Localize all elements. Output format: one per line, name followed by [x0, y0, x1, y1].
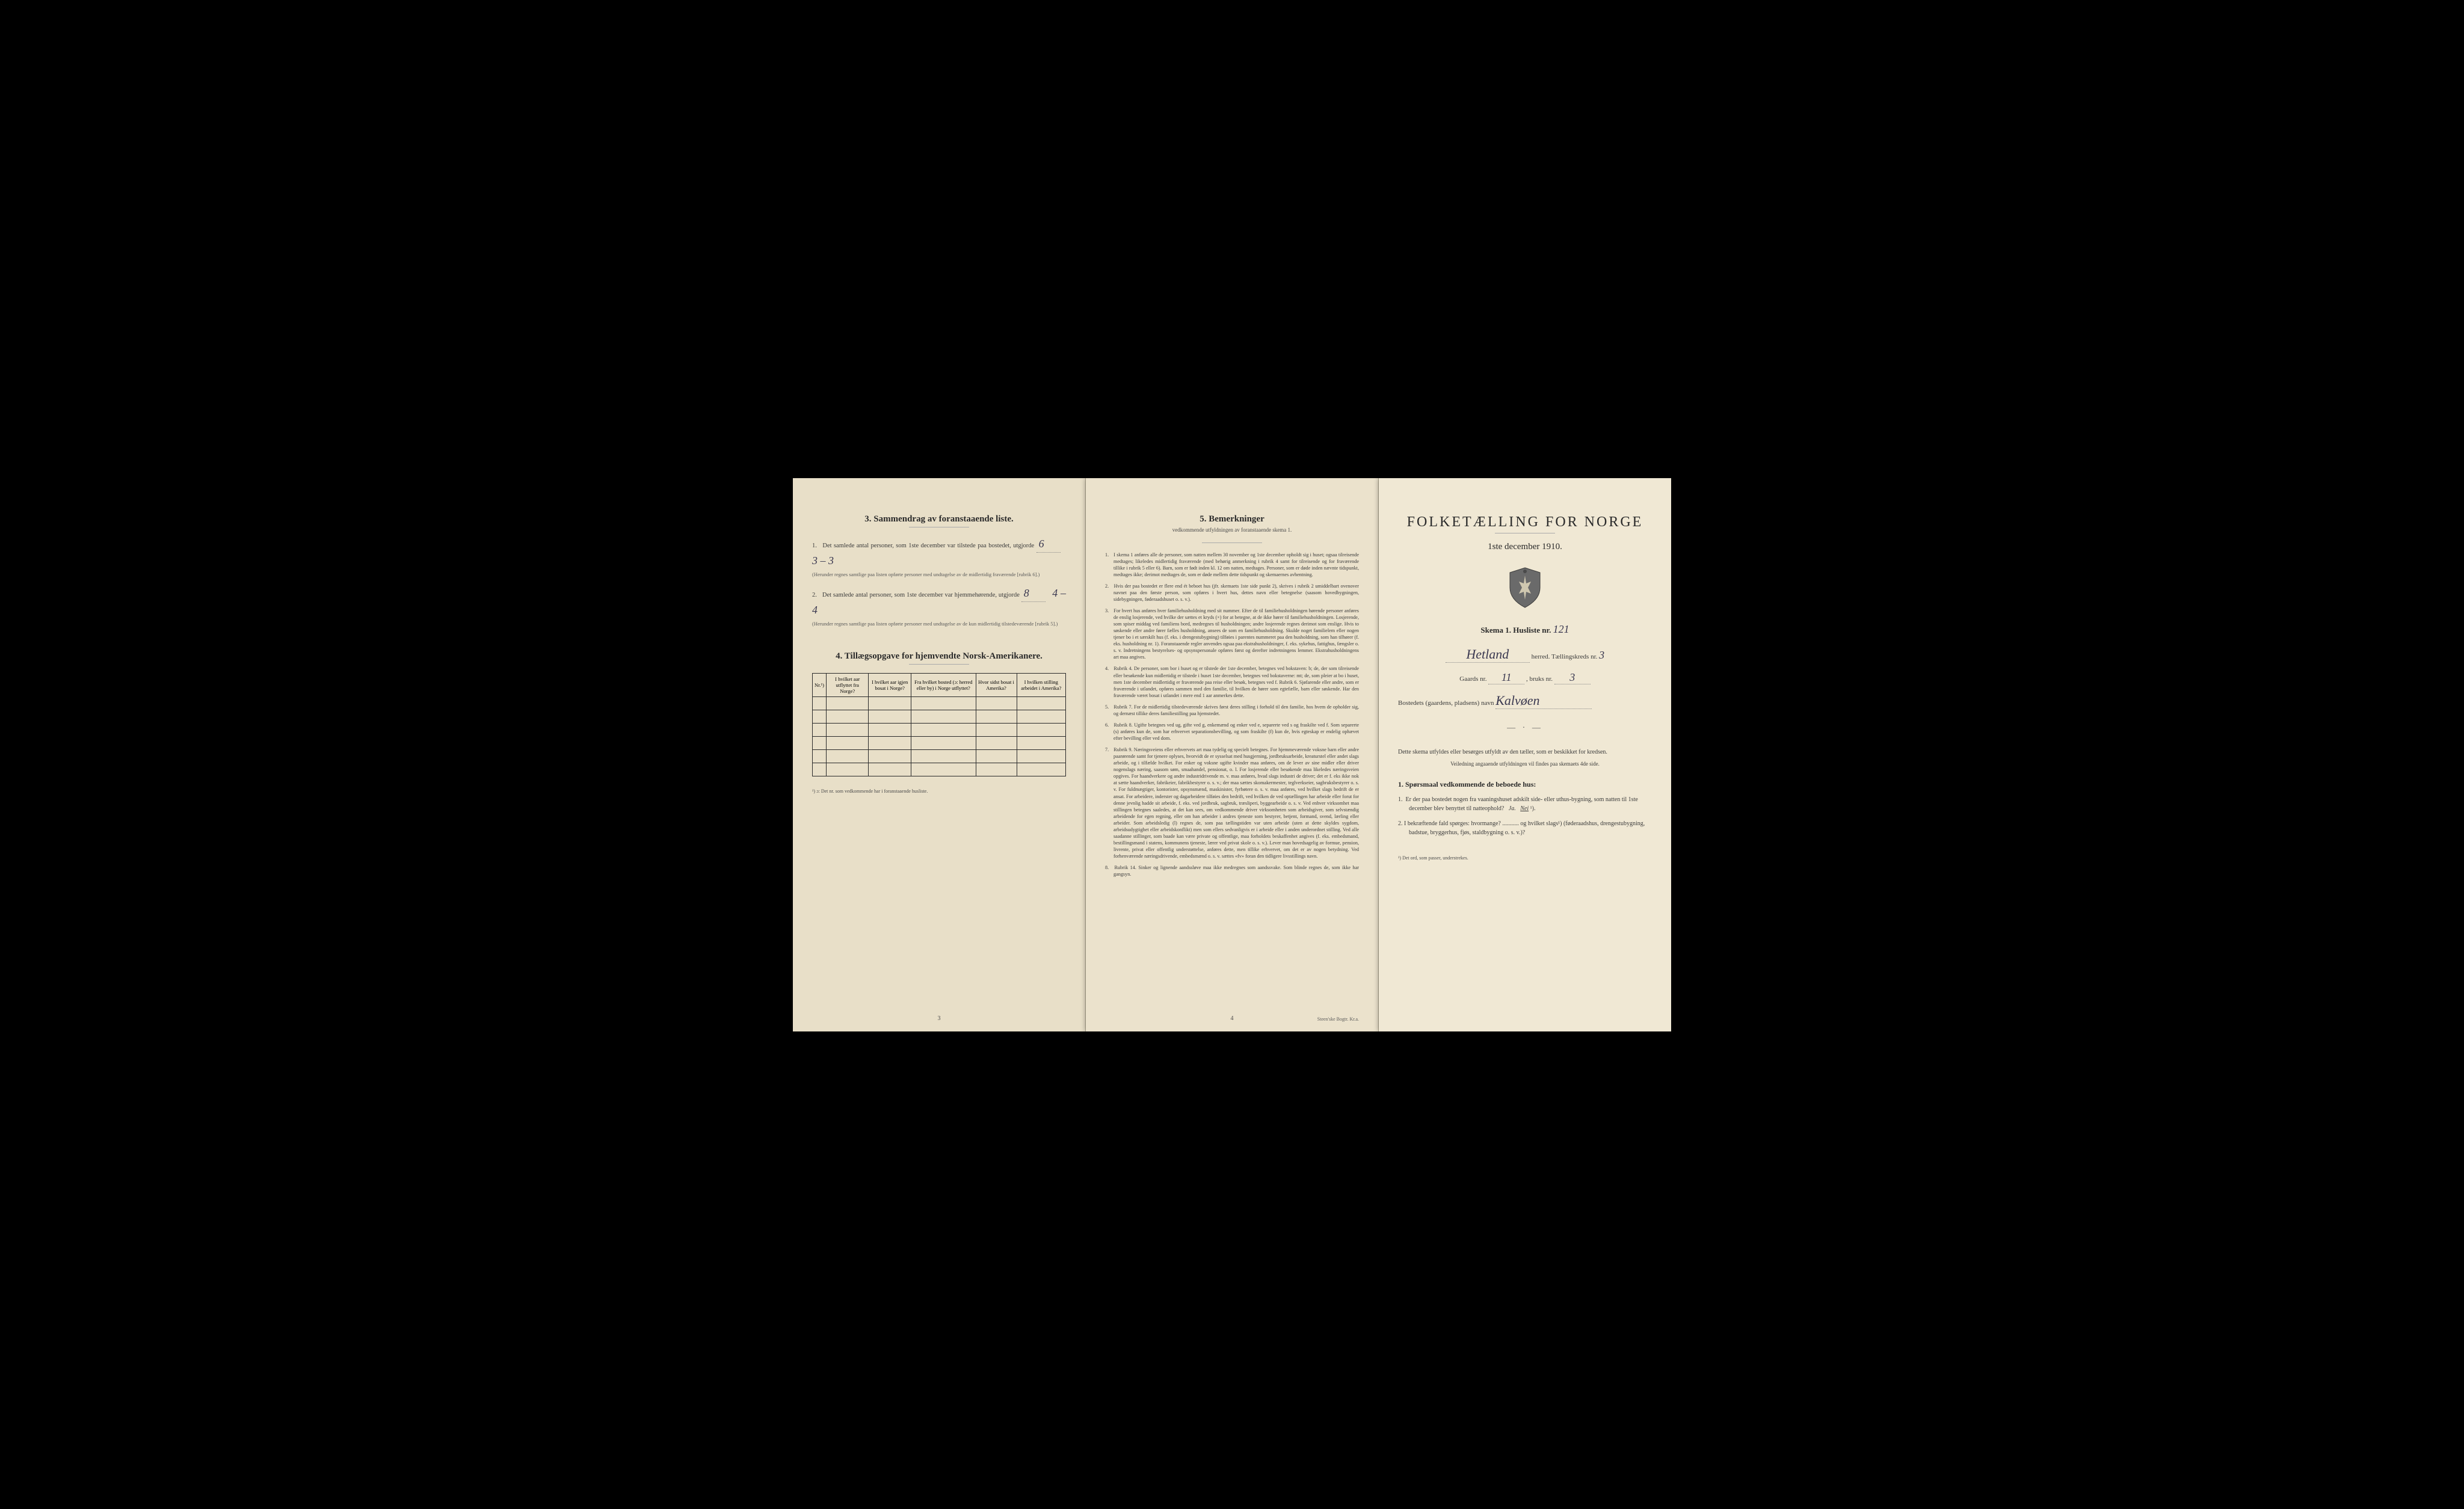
divider: [909, 664, 969, 665]
table-header: I hvilket aar igjen bosat i Norge?: [869, 673, 911, 696]
table-footnote: ¹) ɔ: Det nr. som vedkommende har i fora…: [812, 788, 1066, 794]
item1-value: 6: [1036, 536, 1061, 553]
table-row: [813, 736, 1066, 749]
question-2: 2. I bekræftende fald spørges: hvormange…: [1398, 819, 1652, 837]
herred-value: Hetland: [1446, 647, 1530, 663]
husliste-nr: 121: [1553, 623, 1569, 635]
page-4: 5. Bemerkninger vedkommende utfyldningen…: [1086, 478, 1379, 1031]
amerikaner-table: Nr.¹)I hvilket aar utflyttet fra Norge?I…: [812, 673, 1066, 776]
table-header: I hvilken stilling arbeidet i Amerika?: [1017, 673, 1066, 696]
table-row: [813, 723, 1066, 736]
section-5-subtitle: vedkommende utfyldningen av foranstaaend…: [1105, 527, 1359, 533]
summary-item-2: 2. Det samlede antal personer, som 1ste …: [812, 585, 1066, 627]
remark-item: 1. I skema 1 anføres alle de personer, s…: [1105, 552, 1359, 578]
gaard-nr: 11: [1488, 671, 1524, 684]
remark-item: 4. Rubrik 4. De personer, som bor i huse…: [1105, 665, 1359, 698]
item1-text: Det samlede antal personer, som 1ste dec…: [822, 542, 1034, 549]
table-header: I hvilket aar utflyttet fra Norge?: [827, 673, 869, 696]
bosted-line: Bostedets (gaardens, pladsens) navn Kalv…: [1398, 693, 1652, 709]
gaard-line: Gaards nr. 11 , bruks nr. 3: [1398, 671, 1652, 684]
remark-item: 6. Rubrik 8. Ugifte betegnes ved ug, gif…: [1105, 722, 1359, 742]
flourish-divider: ― · ―: [1398, 724, 1652, 733]
skema-line: Skema 1. Husliste nr. 121: [1398, 623, 1652, 636]
table-row: [813, 763, 1066, 776]
question-heading: 1. Spørsmaal vedkommende de beboede hus:: [1398, 780, 1652, 789]
remark-item: 8. Rubrik 14. Sinker og lignende aandssl…: [1105, 864, 1359, 877]
section-3-title: 3. Sammendrag av foranstaaende liste.: [812, 514, 1066, 524]
coat-of-arms-icon: [1507, 567, 1543, 609]
printer-mark: Steen'ske Bogtr. Kr.a.: [1317, 1016, 1359, 1022]
bruks-nr: 3: [1554, 671, 1591, 684]
instruction-2: Veiledning angaaende utfyldningen vil fi…: [1398, 760, 1652, 769]
page-number: 3: [938, 1015, 941, 1022]
remarks-list: 1. I skema 1 anføres alle de personer, s…: [1105, 552, 1359, 878]
item1-mf: 3 – 3: [812, 555, 834, 567]
herred-line: Hetland herred. Tællingskreds nr. 3: [1398, 647, 1652, 663]
item1-note: (Herunder regnes samtlige paa listen opf…: [812, 571, 1066, 578]
table-row: [813, 749, 1066, 763]
remark-item: 2. Hvis der paa bostedet er flere end ét…: [1105, 583, 1359, 603]
question-1: 1. Er der paa bostedet nogen fra vaaning…: [1398, 795, 1652, 813]
right-footnote: ¹) Det ord, som passer, understrekes.: [1398, 855, 1652, 861]
summary-item-1: 1. Det samlede antal personer, som 1ste …: [812, 536, 1066, 578]
kreds-nr: 3: [1599, 649, 1604, 661]
section-5-title: 5. Bemerkninger: [1105, 514, 1359, 524]
table-row: [813, 696, 1066, 710]
page-1-cover: FOLKETÆLLING FOR NORGE 1ste december 191…: [1379, 478, 1671, 1031]
bosted-value: Kalvøen: [1495, 693, 1592, 709]
census-document: 3. Sammendrag av foranstaaende liste. 1.…: [793, 478, 1671, 1031]
instruction-1: Dette skema utfyldes eller besørges utfy…: [1398, 748, 1652, 757]
item2-value: 8: [1021, 585, 1046, 602]
table-row: [813, 710, 1066, 723]
page-3: 3. Sammendrag av foranstaaende liste. 1.…: [793, 478, 1086, 1031]
q1-answer: Nei: [1520, 805, 1529, 812]
item2-note: (Herunder regnes samtlige paa listen opf…: [812, 621, 1066, 627]
main-title: FOLKETÆLLING FOR NORGE: [1398, 514, 1652, 530]
section-4-title: 4. Tillægsopgave for hjemvendte Norsk-Am…: [812, 651, 1066, 662]
main-date: 1ste december 1910.: [1398, 542, 1652, 552]
remark-item: 7. Rubrik 9. Næringsveiens eller erhverv…: [1105, 746, 1359, 859]
table-header: Nr.¹): [813, 673, 827, 696]
item2-text: Det samlede antal personer, som 1ste dec…: [822, 592, 1020, 598]
page-number: 4: [1231, 1015, 1234, 1022]
table-header: Fra hvilket bosted (ɔ: herred eller by) …: [911, 673, 976, 696]
table-header: Hvor sidst bosat i Amerika?: [976, 673, 1017, 696]
remark-item: 5. Rubrik 7. For de midlertidig tilstede…: [1105, 704, 1359, 717]
remark-item: 3. For hvert hus anføres hver familiehus…: [1105, 607, 1359, 661]
divider: [1202, 542, 1262, 543]
